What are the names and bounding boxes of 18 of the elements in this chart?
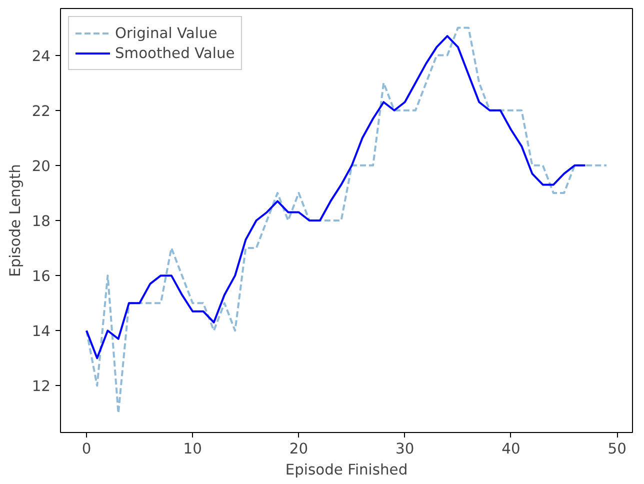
legend-label: Smoothed Value <box>115 44 235 62</box>
y-tick-label: 22 <box>32 102 51 120</box>
x-tick-label: 10 <box>183 440 202 458</box>
line-series <box>86 26 608 414</box>
y-tick-label: 12 <box>32 378 51 396</box>
y-tick-label: 18 <box>32 213 51 230</box>
x-tick-label: 30 <box>396 440 414 458</box>
y-tick-label: 20 <box>32 158 51 175</box>
legend-label: Original Value <box>115 24 218 42</box>
x-tick-label: 40 <box>502 440 520 458</box>
x-tick-label: 0 <box>82 440 92 458</box>
y-tick-label: 24 <box>32 48 51 65</box>
x-axis-title: Episode Finished <box>285 462 408 478</box>
x-tick-label: 20 <box>289 440 308 458</box>
y-tick-label: 14 <box>32 323 51 340</box>
x-tick-label: 50 <box>608 440 626 458</box>
y-axis-title: Episode Length <box>6 164 24 277</box>
y-tick-label: 16 <box>32 268 51 286</box>
